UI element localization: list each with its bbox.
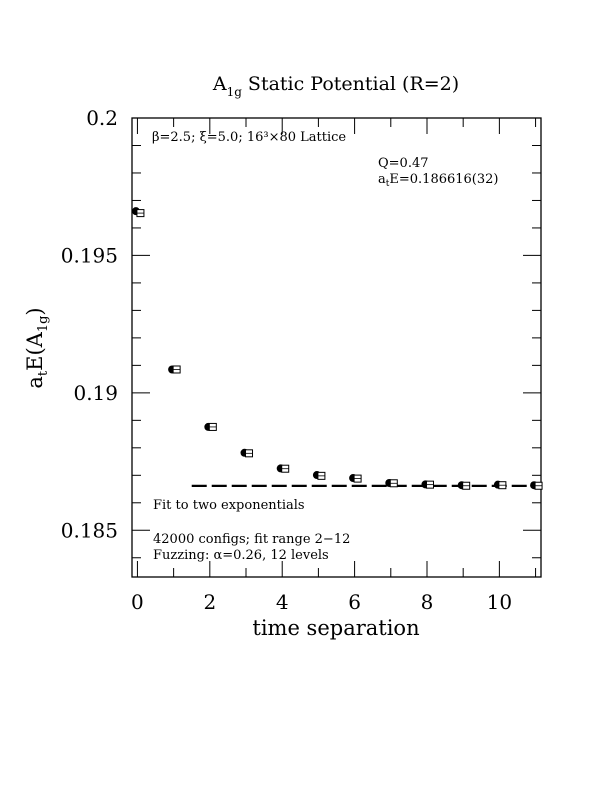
fuzzing-annotation: Fuzzing: α=0.26, 12 levels xyxy=(153,548,329,563)
chart-title: A1g Static Potential (R=2) xyxy=(212,73,459,99)
y-axis-label: atE(A1g) xyxy=(23,307,51,388)
x-tick-label: 0 xyxy=(131,590,144,614)
x-tick-labels: 0 2 4 6 8 10 xyxy=(131,590,512,614)
y-tick-label: 0.185 xyxy=(61,518,118,542)
axis-ticks xyxy=(132,117,541,577)
x-tick-label: 8 xyxy=(421,590,434,614)
energy-annotation: atE=0.186616(32) xyxy=(378,172,499,189)
x-tick-label: 2 xyxy=(203,590,216,614)
x-axis-label: time separation xyxy=(252,616,419,640)
plot-frame xyxy=(131,117,542,578)
y-tick-label: 0.195 xyxy=(61,243,118,267)
x-tick-label: 10 xyxy=(487,590,512,614)
fit-annotation: Fit to two exponentials xyxy=(153,498,305,513)
data-points xyxy=(131,207,543,490)
y-tick-label: 0.2 xyxy=(86,106,118,130)
y-tick-label: 0.19 xyxy=(73,381,118,405)
configs-annotation: 42000 configs; fit range 2−12 xyxy=(153,532,350,547)
q-annotation: Q=0.47 xyxy=(378,156,429,171)
x-tick-label: 6 xyxy=(348,590,361,614)
y-tick-labels: 0.185 0.19 0.195 0.2 xyxy=(61,106,118,542)
lattice-annotation: β=2.5; ξ=5.0; 16³×80 Lattice xyxy=(152,130,346,145)
x-tick-label: 4 xyxy=(276,590,289,614)
